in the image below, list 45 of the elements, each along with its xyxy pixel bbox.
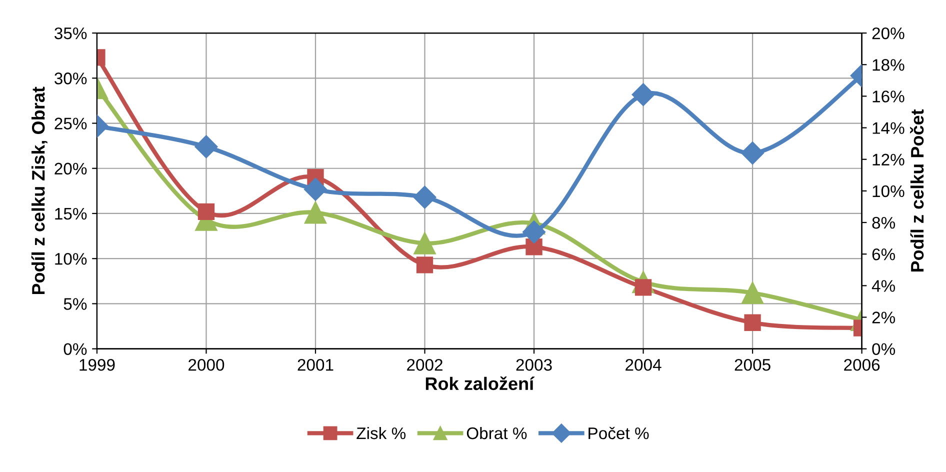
- y2-tick-label: 0%: [872, 343, 896, 356]
- x-tick-label: 1999: [80, 358, 115, 371]
- y-tick-label: 10%: [55, 252, 87, 265]
- y-tick-label: 25%: [54, 118, 87, 130]
- x-tick-label: 2005: [734, 358, 770, 371]
- point: [198, 203, 215, 220]
- legend-label: Obrat %: [466, 426, 527, 440]
- y2-tick-label: 10%: [872, 185, 904, 198]
- y-tick-label: 30%: [54, 72, 87, 84]
- x-tick-label: 2002: [407, 358, 442, 371]
- y-tick-label: 5%: [64, 298, 87, 310]
- y2-tick-label: 18%: [872, 59, 904, 71]
- x-tick-label: 2001: [298, 358, 334, 371]
- y2-tick-label: 20%: [872, 27, 904, 40]
- y2-tick-label: 16%: [872, 90, 904, 102]
- y-tick-label: 35%: [54, 27, 87, 40]
- point: [522, 220, 546, 244]
- y2-tick-label: 14%: [872, 122, 904, 134]
- y-axis-title: Podíl z celku Zisk, Obrat: [31, 86, 48, 294]
- x-tick-label: 2000: [188, 358, 224, 371]
- legend-label: Počet %: [588, 426, 649, 440]
- point: [304, 178, 327, 201]
- x-tick-label: 2006: [844, 358, 880, 371]
- y2-tick-label: 2%: [872, 312, 896, 324]
- x-axis-title: Rok založení: [426, 376, 535, 390]
- point: [413, 186, 436, 209]
- y2-tick-label: 8%: [872, 216, 896, 229]
- point: [741, 282, 764, 304]
- point: [414, 232, 436, 254]
- point: [632, 83, 655, 106]
- y-tick-label: 15%: [55, 208, 87, 220]
- x-tick-label: 2003: [516, 358, 552, 371]
- legend-label: Zisk %: [356, 426, 406, 440]
- x-tick-label: 2004: [626, 358, 662, 371]
- y2-tick-label: 6%: [872, 248, 896, 260]
- y2-tick-label: 4%: [872, 280, 896, 292]
- point: [194, 135, 218, 158]
- point: [304, 201, 327, 224]
- point: [744, 314, 761, 331]
- point: [741, 142, 764, 165]
- y-tick-label: 0%: [64, 343, 87, 356]
- y2-tick-label: 12%: [872, 154, 904, 166]
- y-tick-label: 20%: [54, 162, 87, 175]
- y2-axis-title: Podíl z celku Počet: [910, 109, 924, 272]
- point: [416, 256, 434, 274]
